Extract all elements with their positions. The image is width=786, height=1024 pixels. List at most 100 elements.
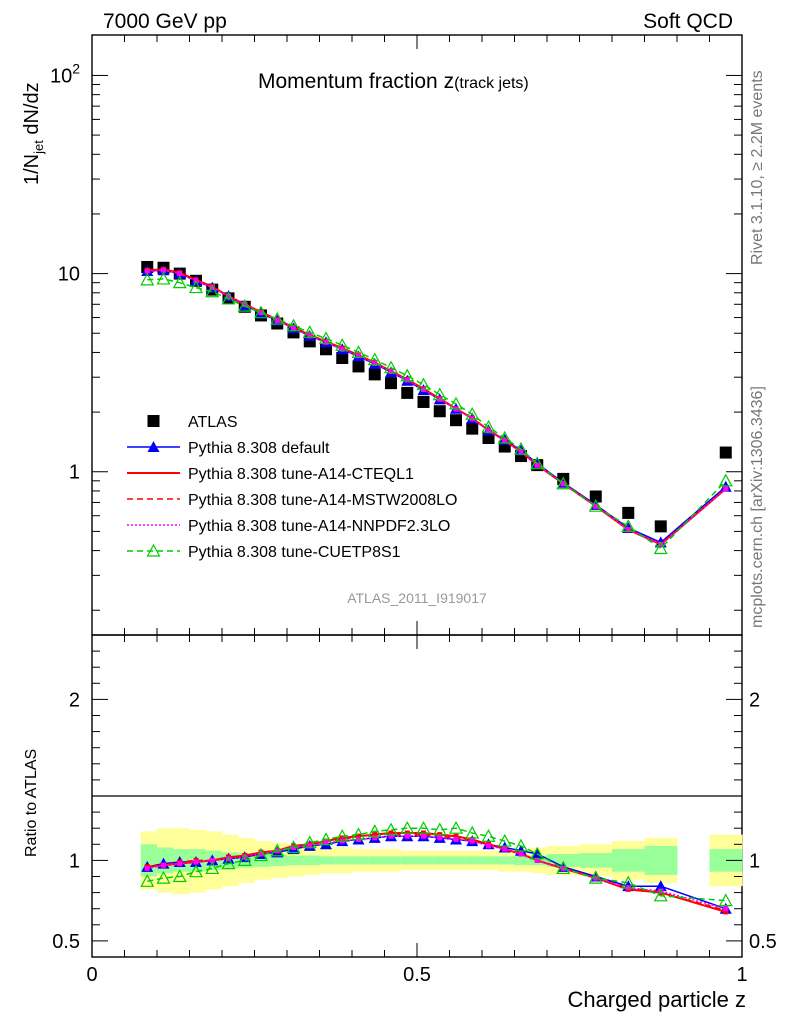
atlas-data-marker <box>719 446 732 459</box>
cuetp8s1-open-triangle-marker <box>335 828 350 842</box>
small-marker <box>307 843 313 849</box>
header-left: 7000 GeV pp <box>103 10 227 33</box>
legend-label: Pythia 8.308 tune-A14-NNPDF2.3LO <box>188 518 450 535</box>
ratio-y-tick-label: 1 <box>69 850 80 872</box>
small-marker <box>518 851 524 857</box>
small-marker <box>388 369 394 375</box>
cuetp8s1-open-triangle-marker <box>448 820 464 834</box>
small-marker <box>723 906 729 912</box>
small-marker <box>372 832 378 838</box>
stat-band-bin <box>644 845 678 875</box>
cuetp8s1-open-triangle-marker <box>146 543 161 557</box>
atlas-data-marker <box>654 520 667 533</box>
stat-band-bin <box>449 856 467 865</box>
series-pythia-8-308-tune-cuetp8s1 <box>140 820 733 907</box>
ratio-series <box>140 820 733 915</box>
atlas-data-marker <box>401 386 414 399</box>
stat-band-bin <box>157 847 174 874</box>
small-marker <box>258 310 264 316</box>
stat-band-bin <box>498 856 515 865</box>
cuetp8s1-open-triangle-marker <box>270 843 285 857</box>
small-marker <box>274 317 280 323</box>
small-marker <box>177 861 183 867</box>
stat-band-bin <box>287 855 304 866</box>
cuetp8s1-open-triangle-marker <box>653 541 668 555</box>
small-marker <box>437 835 443 841</box>
cuetp8s1-open-triangle-marker <box>448 396 464 410</box>
stat-band-bin <box>400 856 418 865</box>
small-marker <box>339 346 345 352</box>
legend-label: Pythia 8.308 tune-A14-CTEQL1 <box>188 466 414 483</box>
atlas-data-marker <box>450 414 462 427</box>
cuetp8s1-open-triangle-marker <box>205 861 220 875</box>
legend-label: ATLAS <box>188 414 238 431</box>
small-marker <box>356 833 361 839</box>
legend: ATLAS Pythia 8.308 default Pythia 8.308 tu… <box>127 414 457 561</box>
cuetp8s1-open-triangle-marker <box>351 345 366 359</box>
atlas-data-marker <box>352 360 365 373</box>
ratio-y-tick-label-right: 0.5 <box>749 931 777 953</box>
cuetp8s1-open-triangle-marker <box>188 280 204 294</box>
stat-band-bin <box>335 856 353 865</box>
cuetp8s1-open-triangle-marker <box>156 271 171 285</box>
cuetp8s1-open-triangle-marker <box>318 331 334 345</box>
cuetp8s1-open-triangle-marker <box>335 337 350 351</box>
ratio-y-tick-label-right: 1 <box>749 850 760 872</box>
small-marker <box>723 486 729 492</box>
cuetp8s1-open-triangle-marker <box>221 856 236 870</box>
cuetp8s1-open-triangle-marker <box>432 387 447 401</box>
cuetp8s1-open-triangle-marker <box>718 473 733 487</box>
default-triangle-marker <box>654 880 667 892</box>
cuetp8s1-open-triangle-marker <box>367 352 382 366</box>
cuetp8s1-open-triangle-marker <box>156 870 171 884</box>
small-marker <box>593 503 599 509</box>
x-tick-label: 1 <box>736 964 747 986</box>
legend-label: Pythia 8.308 default <box>188 440 330 457</box>
cuetp8s1-open-triangle-marker <box>253 848 269 862</box>
ratio-y-tick-label: 0.5 <box>52 931 80 953</box>
atlas-data-marker <box>466 422 479 435</box>
cuetp8s1-open-triangle-marker <box>481 828 496 842</box>
cuetp8s1-open-triangle-marker <box>718 893 733 907</box>
cuetp8s1-open-triangle-marker <box>140 874 155 887</box>
cuetp8s1-open-triangle-marker <box>556 476 571 490</box>
cuetp8s1-open-triangle-marker <box>497 833 512 847</box>
cuetp8s1-open-triangle-marker <box>221 291 236 305</box>
small-marker <box>518 449 524 455</box>
small-marker <box>242 854 248 860</box>
x-tick-label: 0.5 <box>403 964 431 986</box>
stat-band-bin <box>368 856 385 865</box>
cuetp8s1-open-triangle-marker <box>513 838 529 852</box>
small-marker <box>356 353 361 359</box>
cuetp8s1-open-triangle-marker <box>367 824 382 838</box>
cuetp8s1-open-triangle-marker <box>416 820 431 834</box>
small-marker <box>144 268 150 274</box>
small-marker <box>404 377 410 383</box>
ratio-y-tick-label: 2 <box>69 689 80 711</box>
small-marker <box>502 846 508 852</box>
stat-band-bin <box>514 855 532 866</box>
cuetp8s1-open-triangle-marker <box>497 430 512 444</box>
cuetp8s1-open-triangle-marker <box>140 272 155 286</box>
cuetp8s1-open-triangle-marker <box>481 419 496 433</box>
default-triangle-marker <box>147 441 160 452</box>
small-marker <box>161 862 166 868</box>
cuetp8s1-open-triangle-marker <box>621 875 636 889</box>
small-marker <box>209 857 215 863</box>
y-axis-label: 1/Njet dN/dz <box>21 82 46 185</box>
cuetp8s1-open-triangle-marker <box>318 832 334 846</box>
cuetp8s1-open-triangle-marker <box>172 869 187 883</box>
small-marker <box>307 333 313 339</box>
cuetp8s1-open-triangle-marker <box>556 861 571 875</box>
atlas-data-marker <box>417 395 430 408</box>
cuetp8s1-open-triangle-marker <box>400 368 415 382</box>
atlas-data-marker <box>622 506 635 519</box>
stat-band-bin <box>270 854 288 867</box>
cuetp8s1-open-triangle-marker <box>653 888 668 902</box>
stat-band-bin <box>465 856 483 865</box>
stat-band-bin <box>433 856 450 865</box>
small-marker <box>404 833 410 839</box>
series-line <box>147 835 726 910</box>
y-tick-label: 1 <box>69 462 80 484</box>
cuetp8s1-open-triangle-marker <box>188 864 204 878</box>
